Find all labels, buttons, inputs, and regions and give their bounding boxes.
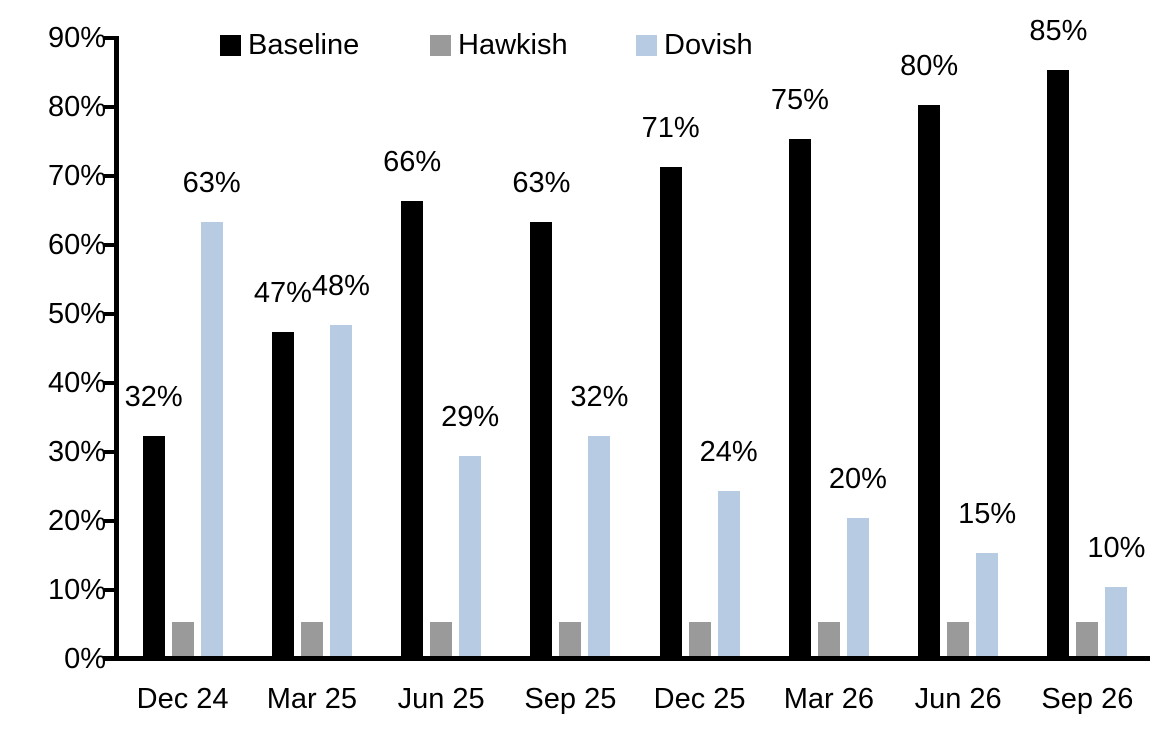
bar-baseline-jun-26 bbox=[918, 104, 941, 656]
y-tick-label-70-: 70% bbox=[47, 160, 106, 193]
legend-swatch-hawkish bbox=[430, 34, 451, 56]
bar-dovish-dec-25 bbox=[717, 490, 740, 656]
x-tick-label-jun-25: Jun 25 bbox=[397, 683, 485, 715]
y-axis-tick bbox=[104, 518, 119, 523]
bar-baseline-sep-25 bbox=[530, 221, 553, 656]
x-tick-label-dec-24: Dec 24 bbox=[136, 683, 229, 715]
data-label-baseline-dec-25: 71% bbox=[641, 111, 700, 144]
bar-hawkish-jun-26 bbox=[947, 621, 970, 656]
y-tick-label-30-: 30% bbox=[47, 435, 106, 468]
bar-dovish-sep-26 bbox=[1105, 587, 1128, 656]
bar-hawkish-dec-25 bbox=[688, 621, 711, 656]
y-tick-label-60-: 60% bbox=[47, 229, 106, 262]
x-axis-line bbox=[103, 656, 1150, 661]
legend-label-dovish: Dovish bbox=[664, 29, 753, 61]
data-label-dovish-mar-25: 48% bbox=[311, 270, 370, 303]
legend-swatch-baseline bbox=[220, 34, 241, 56]
bar-baseline-jun-25 bbox=[401, 201, 424, 656]
data-label-baseline-sep-26: 85% bbox=[1029, 15, 1088, 48]
x-tick-label-dec-25: Dec 25 bbox=[653, 683, 746, 715]
y-tick-label-10-: 10% bbox=[47, 573, 106, 606]
x-tick-label-sep-25: Sep 25 bbox=[524, 683, 617, 715]
y-axis-tick bbox=[104, 243, 119, 248]
y-tick-label-80-: 80% bbox=[47, 91, 106, 124]
bar-hawkish-jun-25 bbox=[430, 621, 453, 656]
bar-dovish-mar-26 bbox=[846, 518, 869, 656]
y-tick-label-40-: 40% bbox=[47, 366, 106, 399]
data-label-baseline-dec-24: 32% bbox=[124, 380, 183, 413]
x-tick-label-mar-26: Mar 26 bbox=[783, 683, 875, 715]
y-tick-label-90-: 90% bbox=[47, 22, 106, 55]
y-axis-tick bbox=[104, 174, 119, 179]
bar-hawkish-sep-25 bbox=[559, 621, 582, 656]
data-label-dovish-jun-25: 29% bbox=[441, 401, 500, 434]
data-label-baseline-jun-25: 66% bbox=[383, 146, 442, 179]
x-tick-label-sep-26: Sep 26 bbox=[1041, 683, 1134, 715]
data-label-dovish-sep-25: 32% bbox=[570, 380, 629, 413]
y-axis-tick bbox=[104, 36, 119, 41]
legend-item-dovish: Dovish bbox=[636, 28, 753, 62]
data-label-dovish-sep-26: 10% bbox=[1087, 532, 1146, 565]
data-label-baseline-mar-26: 75% bbox=[770, 84, 829, 117]
y-axis-line bbox=[114, 37, 119, 661]
y-axis-tick bbox=[104, 380, 119, 385]
y-tick-label-0-: 0% bbox=[64, 642, 106, 675]
data-label-baseline-sep-25: 63% bbox=[512, 166, 571, 199]
data-label-dovish-dec-25: 24% bbox=[699, 435, 758, 468]
x-tick-label-jun-26: Jun 26 bbox=[914, 683, 1002, 715]
bar-hawkish-mar-25 bbox=[300, 621, 323, 656]
data-label-dovish-jun-26: 15% bbox=[958, 497, 1017, 530]
data-label-baseline-mar-25: 47% bbox=[253, 277, 312, 310]
y-tick-label-50-: 50% bbox=[47, 298, 106, 330]
chart-legend: Baseline Hawkish Dovish bbox=[0, 28, 1152, 62]
y-axis-tick bbox=[104, 312, 119, 316]
legend-label-baseline: Baseline bbox=[248, 29, 360, 61]
bar-baseline-dec-25 bbox=[659, 166, 682, 656]
bar-hawkish-sep-26 bbox=[1076, 621, 1099, 656]
y-axis-tick bbox=[104, 656, 119, 661]
bar-dovish-sep-25 bbox=[588, 435, 611, 656]
bar-baseline-mar-25 bbox=[271, 332, 294, 656]
legend-swatch-dovish bbox=[636, 34, 657, 56]
bar-dovish-mar-25 bbox=[329, 325, 352, 656]
data-label-dovish-dec-24: 63% bbox=[182, 166, 241, 199]
legend-item-baseline: Baseline bbox=[220, 28, 359, 62]
bar-hawkish-dec-24 bbox=[171, 621, 194, 656]
y-tick-label-20-: 20% bbox=[47, 504, 106, 537]
bar-baseline-sep-26 bbox=[1047, 70, 1070, 656]
legend-item-hawkish: Hawkish bbox=[430, 28, 568, 62]
data-label-baseline-jun-26: 80% bbox=[900, 49, 959, 82]
y-axis-tick bbox=[104, 449, 119, 454]
bar-baseline-dec-24 bbox=[142, 435, 165, 656]
bar-hawkish-mar-26 bbox=[817, 621, 840, 656]
y-axis-tick bbox=[104, 105, 119, 110]
data-label-dovish-mar-26: 20% bbox=[828, 463, 887, 496]
bar-baseline-mar-26 bbox=[788, 139, 811, 656]
x-tick-label-mar-25: Mar 25 bbox=[266, 683, 358, 715]
legend-label-hawkish: Hawkish bbox=[458, 29, 568, 61]
bar-dovish-dec-24 bbox=[200, 221, 223, 656]
bar-dovish-jun-26 bbox=[976, 552, 999, 656]
bar-dovish-jun-25 bbox=[459, 456, 482, 656]
y-axis-tick bbox=[104, 587, 119, 592]
